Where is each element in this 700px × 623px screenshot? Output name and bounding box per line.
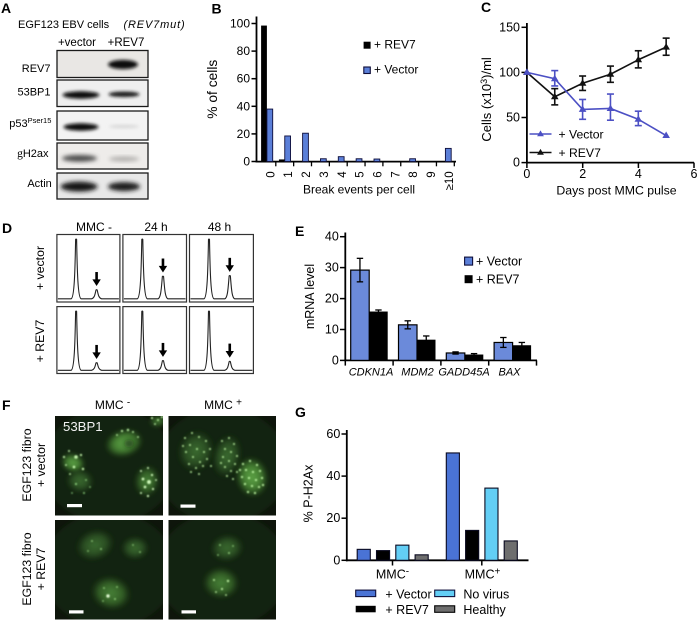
svg-text:+REV7: +REV7	[108, 37, 145, 49]
svg-text:60: 60	[326, 427, 340, 441]
svg-text:48 h: 48 h	[208, 220, 231, 234]
svg-text:Break events per cell: Break events per cell	[303, 183, 415, 197]
svg-text:50: 50	[506, 111, 520, 125]
svg-text:+ REV7: + REV7	[374, 38, 416, 52]
svg-text:5: 5	[355, 171, 367, 177]
svg-text:CDKN1A: CDKN1A	[349, 366, 394, 378]
svg-text:0: 0	[265, 171, 277, 177]
svg-text:(REV7mut): (REV7mut)	[124, 19, 186, 31]
svg-text:+ REV7: + REV7	[33, 319, 47, 362]
svg-text:100: 100	[499, 65, 520, 79]
svg-text:20: 20	[326, 511, 340, 525]
svg-text:EGF123 EBV cells: EGF123 EBV cells	[18, 19, 110, 31]
svg-text:p53Pser15: p53Pser15	[9, 116, 51, 130]
svg-text:G: G	[295, 404, 306, 420]
svg-text:6: 6	[691, 167, 698, 181]
svg-text:% of cells: % of cells	[205, 60, 220, 119]
svg-text:0: 0	[333, 553, 340, 567]
svg-text:EGF123 fibro: EGF123 fibro	[20, 428, 34, 501]
svg-text:6: 6	[373, 171, 385, 177]
svg-text:F: F	[2, 397, 11, 413]
svg-text:GADD45A: GADD45A	[438, 366, 489, 378]
svg-text:2: 2	[579, 167, 586, 181]
svg-text:E: E	[295, 223, 304, 239]
svg-text:BAX: BAX	[498, 366, 521, 378]
svg-text:Actin: Actin	[27, 178, 51, 190]
svg-text:D: D	[2, 220, 12, 236]
svg-text:EGF123 fibro: EGF123 fibro	[20, 532, 34, 605]
svg-text:+ Vector: + Vector	[374, 63, 418, 77]
svg-text:+ Vector: + Vector	[385, 587, 431, 601]
svg-text:3: 3	[319, 171, 331, 177]
svg-text:MMC -: MMC -	[76, 220, 112, 234]
svg-text:10: 10	[325, 323, 339, 337]
svg-text:gH2ax: gH2ax	[17, 148, 49, 160]
svg-text:53BP1: 53BP1	[17, 87, 50, 99]
svg-text:+ REV7: + REV7	[476, 272, 519, 286]
svg-text:REV7: REV7	[22, 63, 51, 75]
svg-text:30: 30	[325, 261, 339, 275]
svg-text:C: C	[481, 0, 491, 15]
svg-text:MMC +: MMC +	[204, 398, 242, 413]
svg-text:0: 0	[513, 156, 520, 170]
svg-text:Cells (x103)/ml: Cells (x103)/ml	[479, 57, 494, 142]
svg-text:8: 8	[408, 171, 420, 177]
svg-text:0: 0	[243, 155, 250, 169]
svg-text:B: B	[212, 0, 222, 16]
svg-text:MMC -: MMC -	[95, 398, 130, 413]
svg-text:+ REV7: + REV7	[385, 603, 428, 617]
svg-text:+ vector: + vector	[34, 443, 48, 487]
svg-text:20: 20	[325, 292, 339, 306]
svg-text:Healthy: Healthy	[463, 603, 506, 617]
svg-text:+ vector: + vector	[33, 246, 47, 290]
svg-text:≥10: ≥10	[444, 171, 456, 190]
svg-text:% P-H2Ax: % P-H2Ax	[302, 464, 316, 522]
svg-text:MMC+: MMC+	[465, 566, 501, 581]
svg-text:A: A	[1, 0, 11, 16]
svg-text:0: 0	[523, 167, 530, 181]
svg-text:150: 150	[499, 20, 520, 34]
svg-text:7: 7	[390, 171, 402, 177]
svg-text:0: 0	[332, 353, 339, 367]
svg-text:100: 100	[230, 17, 250, 31]
svg-text:2: 2	[301, 171, 313, 177]
svg-text:+ Vector: + Vector	[476, 254, 522, 268]
svg-text:1: 1	[283, 171, 295, 177]
svg-text:MMC-: MMC-	[376, 566, 409, 581]
svg-text:24 h: 24 h	[144, 220, 167, 234]
svg-text:80: 80	[237, 44, 251, 58]
svg-text:MDM2: MDM2	[401, 366, 433, 378]
svg-text:9: 9	[426, 171, 438, 177]
svg-text:+vector: +vector	[58, 37, 96, 49]
svg-text:40: 40	[325, 230, 339, 244]
svg-text:4: 4	[337, 171, 349, 178]
svg-text:+ REV7: + REV7	[34, 547, 48, 590]
svg-text:40: 40	[326, 469, 340, 483]
svg-text:53BP1: 53BP1	[63, 419, 103, 434]
svg-text:40: 40	[237, 99, 251, 113]
svg-text:4: 4	[635, 167, 642, 181]
svg-text:+ REV7: + REV7	[559, 146, 602, 160]
svg-text:+ Vector: + Vector	[559, 127, 604, 141]
svg-text:Days post MMC pulse: Days post MMC pulse	[556, 183, 676, 197]
svg-text:No virus: No virus	[463, 587, 509, 601]
svg-text:20: 20	[237, 127, 251, 141]
svg-text:60: 60	[237, 72, 251, 86]
svg-text:mRNA level: mRNA level	[303, 264, 317, 329]
